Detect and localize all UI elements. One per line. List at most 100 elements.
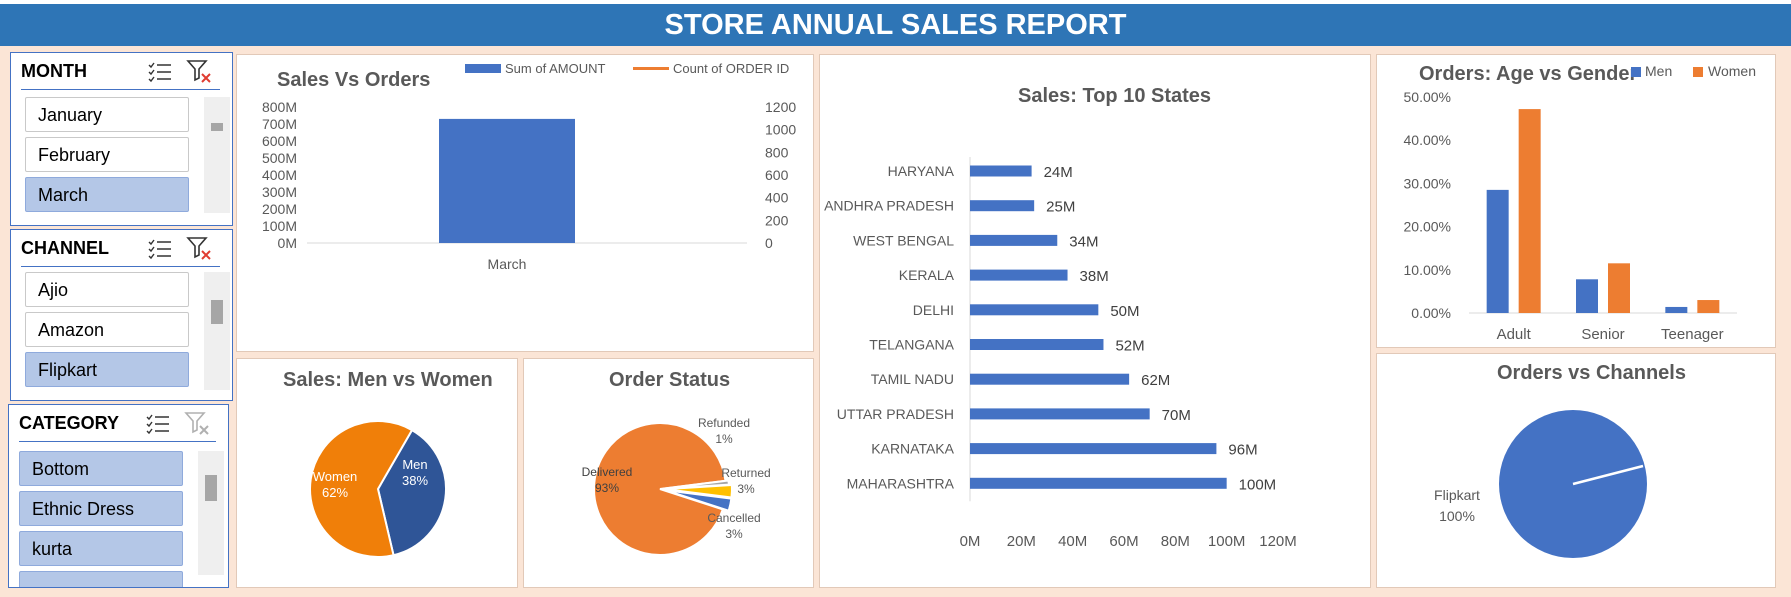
- legend-label-women: Women: [1708, 63, 1756, 79]
- x-tick-label: 80M: [1161, 533, 1190, 550]
- channel-slicer: CHANNEL Ajio Amazon Flipkart: [10, 229, 233, 401]
- bar-senior-men: [1576, 279, 1598, 313]
- y-tick-label: KARNATAKA: [871, 441, 954, 457]
- y-tick-label: 20.00%: [1404, 219, 1451, 235]
- legend-label-amount: Sum of AMOUNT: [505, 61, 605, 76]
- clear-filter-icon[interactable]: [186, 235, 212, 261]
- multi-select-icon[interactable]: [147, 236, 173, 260]
- bar-kerala: [970, 269, 1068, 281]
- data-label-value: 38%: [402, 473, 428, 488]
- data-label-name: Women: [313, 469, 358, 484]
- report-title: STORE ANNUAL SALES REPORT: [0, 4, 1791, 46]
- chart-title: Orders: Age vs Gender: [1419, 63, 1638, 85]
- scrollbar-thumb[interactable]: [205, 475, 217, 501]
- month-item-february[interactable]: February: [25, 137, 189, 172]
- legend-swatch-amount: [465, 64, 501, 73]
- pie-slice-delivered: [593, 422, 727, 556]
- category-item-bottom[interactable]: Bottom: [19, 451, 183, 486]
- month-item-january[interactable]: January: [25, 97, 189, 132]
- data-label-name: Men: [402, 457, 427, 472]
- x-tick-label: 120M: [1259, 533, 1297, 550]
- multi-select-icon[interactable]: [145, 411, 171, 435]
- data-label-name: Returned: [721, 466, 770, 480]
- y-tick-label: HARYANA: [888, 163, 955, 179]
- bar-uttar-pradesh: [970, 408, 1150, 420]
- month-slicer-header: MONTH: [21, 61, 87, 81]
- x-tick-label: Teenager: [1661, 326, 1724, 343]
- bar-adult-men: [1486, 189, 1509, 313]
- channel-item-flipkart[interactable]: Flipkart: [25, 352, 189, 387]
- order-status-chart[interactable]: Order Status Delivered 93% Refunded 1% Retur…: [523, 358, 814, 588]
- sales-vs-orders-chart[interactable]: Sales Vs Orders 800M 700M 600M 500M 400M 300M…: [236, 54, 814, 352]
- y-right-tick-label: 1200: [765, 99, 796, 115]
- legend-swatch-women: [1693, 67, 1703, 77]
- x-tick-label: Adult: [1497, 326, 1532, 343]
- x-tick-label: 100M: [1208, 533, 1246, 550]
- clear-filter-icon[interactable]: [186, 58, 212, 84]
- category-item-partial[interactable]: [19, 571, 183, 587]
- chart-title: Orders vs Channels: [1497, 362, 1686, 384]
- category-slicer-header: CATEGORY: [19, 413, 120, 433]
- multi-select-icon[interactable]: [147, 59, 173, 83]
- chart-title: Sales: Men vs Women: [283, 369, 493, 391]
- y-right-tick-label: 400: [765, 190, 789, 206]
- data-label-value: 62%: [322, 485, 348, 500]
- order-status-plot: Delivered 93% Refunded 1% Returned 3% Cancelle…: [582, 416, 771, 556]
- pie-slice-edge: [1572, 464, 1644, 486]
- data-label: 38M: [1080, 268, 1109, 285]
- channel-item-ajio[interactable]: Ajio: [25, 272, 189, 307]
- y-left-tick-label: 200M: [262, 201, 297, 217]
- category-slicer-scrollbar[interactable]: [198, 451, 224, 575]
- channel-item-amazon[interactable]: Amazon: [25, 312, 189, 347]
- y-right-tick-label: 1000: [765, 122, 796, 138]
- channel-slicer-scrollbar[interactable]: [204, 272, 230, 390]
- bar-haryana: [970, 165, 1032, 177]
- data-label-name: Cancelled: [707, 511, 760, 525]
- data-label-value: 3%: [725, 527, 743, 541]
- bar-andhra-pradesh: [970, 200, 1035, 212]
- bar-west-bengal: [970, 234, 1058, 246]
- legend-swatch-men: [1631, 67, 1641, 77]
- sales-men-vs-women-chart[interactable]: Sales: Men vs Women Men 38% Women 62%: [236, 358, 518, 588]
- bar-teenager-women: [1697, 300, 1720, 313]
- y-tick-label: TELANGANA: [869, 337, 954, 353]
- bar-tamil-nadu: [970, 373, 1130, 385]
- data-label: 62M: [1141, 372, 1170, 389]
- x-tick-label: Senior: [1581, 326, 1624, 343]
- y-tick-label: 10.00%: [1404, 262, 1451, 278]
- month-slicer-scrollbar[interactable]: [204, 97, 230, 213]
- legend-swatch-orders: [633, 67, 669, 70]
- category-slicer: CATEGORY Bottom Ethnic Dress kurta: [8, 404, 229, 588]
- y-left-tick-label: 500M: [262, 150, 297, 166]
- legend-label-men: Men: [1645, 63, 1672, 79]
- category-item-kurta[interactable]: kurta: [19, 531, 183, 566]
- scrollbar-thumb[interactable]: [211, 123, 223, 131]
- y-right-tick-label: 0: [765, 235, 773, 251]
- data-label: 52M: [1115, 338, 1144, 355]
- orders-age-vs-gender-chart[interactable]: Orders: Age vs Gender 50.00% 40.00% 30.00%…: [1376, 54, 1776, 348]
- y-left-tick-label: 400M: [262, 167, 297, 183]
- clear-filter-icon[interactable]: [184, 410, 210, 436]
- orders-vs-channels-chart[interactable]: Orders vs Channels Flipkart 100%: [1376, 353, 1776, 588]
- y-tick-label: TAMIL NADU: [871, 371, 954, 387]
- legend-label-orders: Count of ORDER ID: [673, 61, 789, 76]
- data-label-value: 93%: [595, 481, 619, 495]
- bar-adult-women: [1518, 109, 1541, 313]
- month-item-march[interactable]: March: [25, 177, 189, 212]
- chart-title: Sales Vs Orders: [277, 69, 431, 91]
- sales-top-10-states-chart[interactable]: Sales: Top 10 States HARYANA 24M ANDHRA PR…: [819, 54, 1371, 588]
- category-item-ethnic-dress[interactable]: Ethnic Dress: [19, 491, 183, 526]
- y-tick-label: 30.00%: [1404, 175, 1451, 191]
- pie-slice-cancelled: [665, 489, 733, 512]
- bar-karnataka: [970, 443, 1217, 455]
- scrollbar-thumb[interactable]: [211, 300, 223, 324]
- y-tick-label: DELHI: [913, 302, 954, 318]
- data-label: 100M: [1239, 476, 1277, 493]
- y-tick-label: UTTAR PRADESH: [837, 406, 954, 422]
- y-left-tick-label: 600M: [262, 133, 297, 149]
- pie-slice-women: [309, 420, 414, 558]
- orders-vs-channels-plot: Flipkart 100%: [1434, 410, 1647, 558]
- y-tick-label: MAHARASHTRA: [847, 475, 955, 491]
- x-tick-label: 60M: [1109, 533, 1138, 550]
